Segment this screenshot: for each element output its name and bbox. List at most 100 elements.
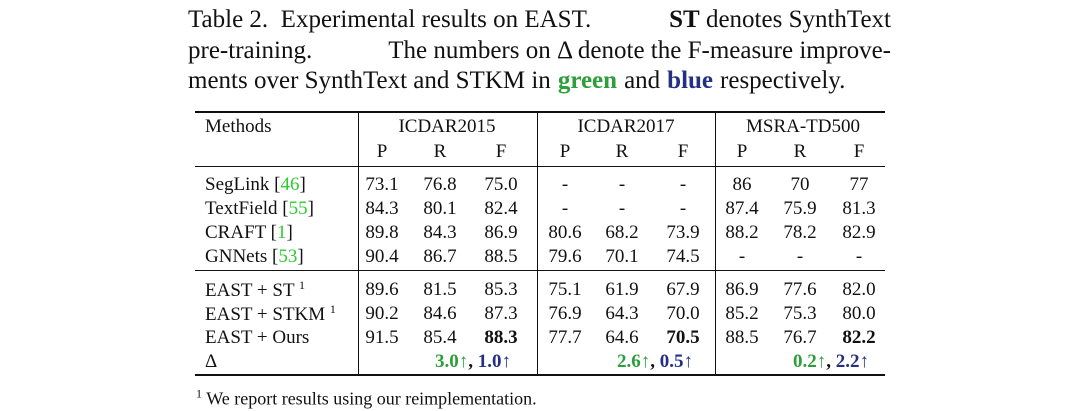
value-cell: 91.5 <box>365 327 399 348</box>
caption-text: ments over SynthText and STKM in <box>188 67 551 94</box>
value-cell: 80.0 <box>842 303 876 324</box>
caption-text: blue <box>667 67 714 94</box>
value-cell: - <box>738 246 746 267</box>
value-cell: 70.5 <box>666 327 700 348</box>
value-cell: 82.4 <box>484 198 518 219</box>
method-name: GNNets [53] <box>205 246 304 268</box>
footnote-mark: 1 <box>196 386 202 401</box>
caption-text: and <box>624 67 661 94</box>
value-cell: 81.5 <box>423 279 457 300</box>
sub-header: R <box>793 141 807 162</box>
caption-text: Experimental results on EAST. <box>280 6 592 33</box>
value-cell: 86.9 <box>725 279 759 300</box>
delta-cell: 2.6↑, 0.5↑ <box>617 351 693 372</box>
caption-text: denotes SynthText <box>705 6 891 33</box>
value-cell: 85.2 <box>725 303 759 324</box>
value-cell: 86.9 <box>484 222 518 243</box>
caption-text: The numbers on Δ denote the F-measure im… <box>388 37 891 64</box>
sub-header: P <box>559 141 571 162</box>
method-name: CRAFT [1] <box>205 222 293 244</box>
value-cell: - <box>679 198 687 219</box>
value-cell: 80.1 <box>423 198 457 219</box>
value-cell: 88.5 <box>725 327 759 348</box>
value-cell: - <box>561 174 569 195</box>
value-cell: 76.8 <box>423 174 457 195</box>
value-cell: 90.2 <box>365 303 399 324</box>
value-cell: 75.0 <box>484 174 518 195</box>
value-cell: 84.3 <box>423 222 457 243</box>
method-text: EAST + ST <box>205 280 295 302</box>
value-cell: 61.9 <box>605 279 639 300</box>
value-cell: 75.1 <box>548 279 582 300</box>
value-cell: 73.1 <box>365 174 399 195</box>
value-cell: 85.4 <box>423 327 457 348</box>
value-cell: - <box>679 174 687 195</box>
value-cell: 77 <box>849 174 869 195</box>
value-cell: 90.4 <box>365 246 399 267</box>
method-name: EAST + Ours <box>205 327 309 349</box>
method-name: EAST + STKM 1 <box>205 302 336 326</box>
value-cell: 73.9 <box>666 222 700 243</box>
rule <box>195 374 885 376</box>
value-cell: 67.9 <box>666 279 700 300</box>
caption-line: ments over SynthText and STKM in green a… <box>188 67 891 95</box>
value-cell: 79.6 <box>548 246 582 267</box>
footnote-text: We report results using our reimplementa… <box>206 388 537 409</box>
footnote-ref: 1 <box>298 277 305 292</box>
rule <box>195 270 885 271</box>
value-cell: 88.3 <box>484 327 518 348</box>
value-cell: 82.0 <box>842 279 876 300</box>
method-text: GNNets [53] <box>205 246 304 267</box>
method-text: SegLink [46] <box>205 174 306 195</box>
delta-cell: 0.2↑, 2.2↑ <box>793 351 869 372</box>
method-text: EAST + STKM <box>205 304 326 326</box>
value-cell: 68.2 <box>605 222 639 243</box>
value-cell: 64.6 <box>605 327 639 348</box>
value-cell: 75.9 <box>783 198 817 219</box>
value-cell: 82.9 <box>842 222 876 243</box>
value-cell: 88.2 <box>725 222 759 243</box>
value-cell: 74.5 <box>666 246 700 267</box>
value-cell: - <box>561 198 569 219</box>
caption-line: Table 2. Experimental results on EAST. S… <box>188 6 891 34</box>
value-cell: 87.4 <box>725 198 759 219</box>
value-cell: 87.3 <box>484 303 518 324</box>
column-divider <box>358 113 359 374</box>
method-text: EAST + Ours <box>205 327 310 348</box>
value-cell: 86.7 <box>423 246 457 267</box>
caption-text: ST <box>669 6 700 33</box>
sub-header: P <box>736 141 748 162</box>
sub-header: R <box>433 141 447 162</box>
value-cell: 86 <box>732 174 752 195</box>
method-text: TextField [55] <box>205 198 314 219</box>
sub-header: F <box>495 141 507 162</box>
value-cell: 76.9 <box>548 303 582 324</box>
value-cell: 88.5 <box>484 246 518 267</box>
footnote-ref: 1 <box>329 301 336 316</box>
rule <box>195 111 885 113</box>
value-cell: 77.7 <box>548 327 582 348</box>
group-header: ICDAR2017 <box>577 116 675 137</box>
value-cell: - <box>796 246 804 267</box>
value-cell: - <box>618 198 626 219</box>
column-divider <box>715 113 716 374</box>
method-text: CRAFT [1] <box>205 222 293 243</box>
sub-header: R <box>615 141 629 162</box>
rule <box>195 166 885 167</box>
group-header: ICDAR2015 <box>398 116 496 137</box>
value-cell: 77.6 <box>783 279 817 300</box>
value-cell: 64.3 <box>605 303 639 324</box>
method-name: TextField [55] <box>205 198 314 220</box>
sub-header: F <box>853 141 865 162</box>
value-cell: - <box>618 174 626 195</box>
caption-text: pre-training. <box>188 37 313 64</box>
sub-header: P <box>376 141 388 162</box>
value-cell: 78.2 <box>783 222 817 243</box>
column-divider <box>537 113 538 374</box>
value-cell: 89.6 <box>365 279 399 300</box>
value-cell: 89.8 <box>365 222 399 243</box>
value-cell: 84.3 <box>365 198 399 219</box>
caption-text: respectively. <box>720 67 846 94</box>
delta-cell: 3.0↑, 1.0↑ <box>435 351 511 372</box>
